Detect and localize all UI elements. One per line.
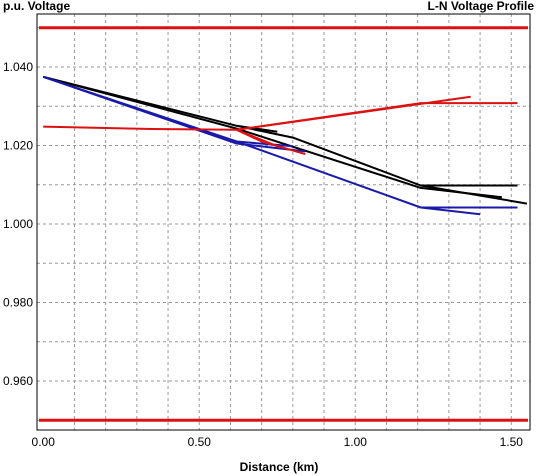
series-line [420, 206, 481, 216]
grid [37, 14, 530, 430]
chart-title: L-N Voltage Profile [428, 0, 535, 13]
x-tick-label: 0.50 [188, 435, 212, 449]
limit-lines [39, 26, 528, 422]
series-group [42, 75, 528, 216]
x-tick-label: 0.00 [32, 435, 56, 449]
series-line [236, 128, 281, 149]
y-tick-label: 0.980 [3, 295, 33, 309]
x-tick-label: 1.00 [344, 435, 368, 449]
y-tick-label: 1.040 [3, 60, 33, 74]
y-tick-label: 0.960 [3, 374, 33, 388]
plot-frame [36, 13, 531, 431]
series-line [236, 140, 293, 148]
y-tick-labels: 1.040 1.020 1.000 0.980 0.960 [3, 60, 33, 388]
y-tick-label: 1.000 [3, 217, 33, 231]
x-tick-label: 1.50 [500, 435, 524, 449]
series-line [42, 75, 503, 199]
series-line [236, 95, 471, 131]
series-line [236, 124, 278, 133]
series-line [42, 75, 306, 153]
y-axis-label: p.u. Voltage [3, 0, 70, 13]
y-tick-label: 1.020 [3, 138, 33, 152]
x-axis-label: Distance (km) [240, 460, 319, 474]
series-line [43, 102, 518, 131]
x-tick-labels: 0.00 0.50 1.00 1.50 [32, 435, 524, 449]
